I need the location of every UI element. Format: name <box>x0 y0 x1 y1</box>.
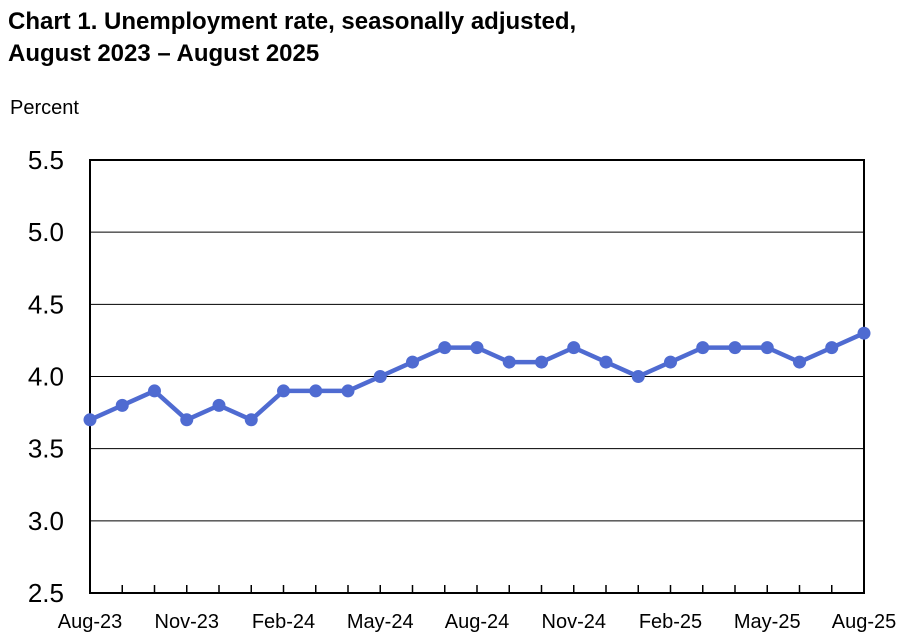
data-point <box>438 341 452 355</box>
x-tick-label: Feb-24 <box>252 611 315 633</box>
data-point <box>115 398 129 412</box>
y-tick-label: 3.5 <box>28 434 64 464</box>
y-tick-label: 4.5 <box>28 289 64 319</box>
data-point <box>406 355 419 369</box>
data-point <box>567 341 581 355</box>
data-point <box>180 413 194 427</box>
x-tick-label: Nov-24 <box>542 611 606 633</box>
x-tick-labels: Aug-23 Nov-23 Feb-24 May-24 Aug-24 Nov-24 Feb-… <box>58 611 897 633</box>
x-tick-label: Aug-23 <box>58 611 123 633</box>
x-tick-label: Feb-25 <box>639 611 702 633</box>
data-point <box>373 370 387 383</box>
data-point <box>83 413 97 427</box>
data-point <box>212 398 226 412</box>
y-tick-label: 4.0 <box>28 362 64 392</box>
gridlines <box>90 231 864 522</box>
data-point <box>502 355 516 369</box>
y-tick-label: 5.0 <box>28 217 64 247</box>
y-tick-label: 5.5 <box>28 145 64 175</box>
x-tick-label: Aug-25 <box>832 611 897 633</box>
y-tick-label: 3.0 <box>28 506 64 536</box>
data-point <box>696 341 710 355</box>
data-point <box>244 413 258 427</box>
data-point <box>535 355 548 369</box>
data-point <box>470 341 484 355</box>
data-point <box>664 355 677 369</box>
data-point <box>631 370 645 383</box>
data-point <box>793 355 806 369</box>
series-layer <box>83 326 871 427</box>
data-point <box>728 341 742 355</box>
chart-title: Chart 1. Unemployment rate, seasonally a… <box>8 6 576 70</box>
x-tick-label: Nov-23 <box>155 611 219 633</box>
data-point <box>341 384 355 398</box>
data-point <box>760 341 774 355</box>
data-point <box>857 326 871 340</box>
data-point <box>148 384 161 398</box>
data-point <box>825 341 839 355</box>
x-tick-label: May-24 <box>347 611 414 633</box>
y-axis-unit-label: Percent <box>10 97 79 119</box>
chart-title-line1: Chart 1. Unemployment rate, seasonally a… <box>8 8 577 35</box>
y-tick-label: 2.5 <box>28 578 64 608</box>
x-tick-label: Aug-24 <box>445 611 510 633</box>
y-tick-labels: 2.5 3.0 3.5 4.0 4.5 5.0 5.5 <box>28 145 64 608</box>
data-point <box>599 355 613 369</box>
data-point <box>309 384 323 398</box>
x-tick-label: May-25 <box>734 611 801 633</box>
data-point <box>277 384 290 398</box>
chart-title-line2: August 2023 – August 2025 <box>8 40 320 67</box>
tick-marks <box>89 585 865 593</box>
